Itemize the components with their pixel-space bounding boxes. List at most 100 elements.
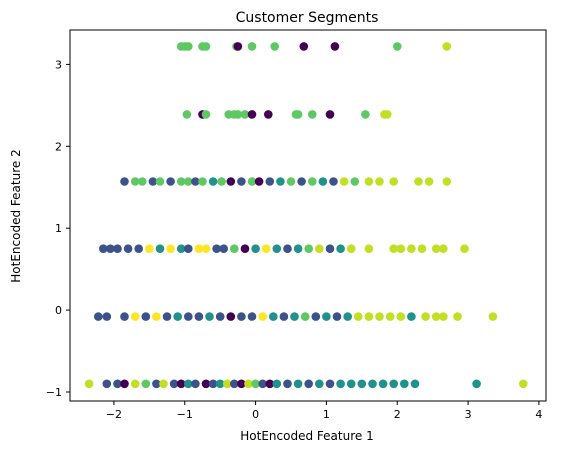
data-point (269, 312, 278, 321)
data-point (383, 110, 392, 119)
data-point (407, 312, 416, 321)
data-point (237, 177, 246, 186)
data-point (113, 244, 122, 253)
data-point (251, 244, 260, 253)
data-point (330, 42, 340, 51)
data-point (346, 244, 356, 253)
data-point (134, 244, 143, 253)
data-point (300, 312, 310, 321)
data-point (205, 312, 214, 321)
data-point (237, 312, 246, 321)
data-point (385, 312, 395, 321)
data-point (106, 244, 115, 253)
data-point (173, 312, 182, 321)
data-point (155, 244, 165, 253)
data-point (421, 312, 430, 321)
data-point (279, 312, 289, 321)
data-point (389, 379, 399, 389)
data-point (191, 379, 200, 389)
data-point (364, 244, 374, 253)
data-point (233, 42, 243, 51)
data-point (226, 312, 236, 321)
data-point (361, 110, 370, 119)
x-tick-label: 0 (252, 408, 259, 421)
data-point (194, 312, 204, 321)
data-point (400, 379, 409, 389)
data-point (336, 244, 345, 253)
data-point (272, 244, 282, 253)
data-point (201, 379, 211, 389)
data-point (148, 177, 158, 186)
data-point (240, 244, 250, 253)
data-point (283, 379, 292, 389)
data-point (155, 177, 165, 186)
data-point (311, 312, 321, 321)
data-point (265, 379, 275, 389)
data-point (102, 312, 112, 321)
data-point (297, 177, 306, 186)
y-tick-label: 1 (55, 222, 62, 235)
data-point (152, 312, 161, 321)
data-point (431, 312, 441, 321)
data-point (318, 177, 328, 186)
data-point (198, 177, 207, 186)
data-point (166, 177, 175, 186)
data-point (304, 244, 314, 253)
y-tick-label: 2 (55, 140, 62, 153)
data-point (308, 110, 317, 119)
data-point (293, 110, 303, 119)
data-point (325, 244, 335, 253)
chart-title: Customer Segments (236, 10, 379, 26)
data-point (184, 244, 193, 253)
data-point (166, 244, 175, 253)
data-point (120, 379, 129, 389)
data-point (247, 312, 257, 321)
data-point (217, 177, 226, 186)
data-point (442, 42, 452, 51)
y-tick-label: 0 (55, 304, 62, 317)
data-point (375, 177, 384, 186)
data-point (113, 379, 122, 389)
data-point (182, 110, 192, 119)
x-tick-label: 3 (465, 408, 472, 421)
data-point (184, 42, 193, 51)
data-point (431, 244, 441, 253)
data-point (169, 379, 179, 389)
data-point (201, 244, 211, 253)
data-point (141, 312, 151, 321)
x-tick-label: −2 (106, 408, 122, 421)
data-point (84, 379, 94, 389)
data-point (138, 177, 147, 186)
data-point (276, 177, 285, 186)
data-point (488, 312, 498, 321)
data-point (424, 177, 434, 186)
data-point (346, 379, 356, 389)
data-point (145, 244, 154, 253)
data-point (339, 177, 349, 186)
data-point (393, 42, 402, 51)
data-point (272, 379, 282, 389)
data-point (184, 177, 193, 186)
data-point (368, 379, 377, 389)
data-point (389, 177, 399, 186)
data-point (336, 379, 345, 389)
data-point (251, 379, 260, 389)
x-tick-label: 1 (323, 408, 330, 421)
data-point (233, 110, 243, 119)
data-point (226, 177, 236, 186)
y-axis: −1 0 1 2 3 (46, 58, 70, 399)
data-point (264, 110, 273, 119)
data-point (304, 379, 314, 389)
data-point (460, 244, 469, 253)
data-point (247, 42, 257, 51)
data-point (396, 244, 406, 253)
data-point (389, 244, 399, 253)
data-point (357, 379, 367, 389)
data-point (201, 42, 211, 51)
data-point (283, 244, 292, 253)
data-point (350, 177, 360, 186)
data-point (286, 177, 296, 186)
data-point (230, 379, 239, 389)
data-point (325, 110, 335, 119)
data-point (159, 379, 168, 389)
